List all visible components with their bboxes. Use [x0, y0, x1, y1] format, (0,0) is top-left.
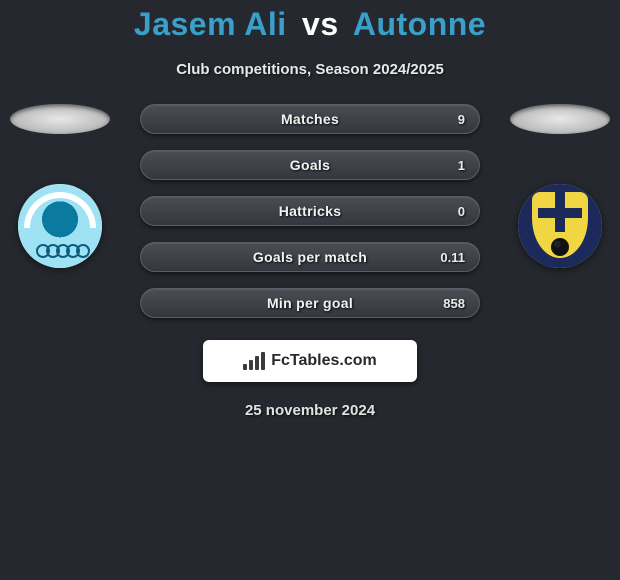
player1-column [0, 104, 120, 268]
stat-label: Matches [281, 111, 339, 127]
stat-right-value: 0.11 [440, 250, 465, 265]
vs-text: vs [302, 6, 339, 42]
player2-column [500, 104, 620, 268]
stat-row-goals: Goals 1 [140, 150, 480, 180]
stat-row-min-per-goal: Min per goal 858 [140, 288, 480, 318]
date-text: 25 november 2024 [0, 402, 620, 419]
stat-right-value: 858 [443, 296, 465, 311]
fctables-link[interactable]: FcTables.com [203, 340, 417, 382]
player1-avatar-placeholder [10, 104, 110, 134]
fctables-logo-icon [243, 352, 265, 370]
player1-name: Jasem Ali [134, 6, 287, 42]
stat-label: Goals per match [253, 249, 367, 265]
stat-right-value: 9 [458, 112, 465, 127]
player2-avatar-placeholder [510, 104, 610, 134]
stat-row-hattricks: Hattricks 0 [140, 196, 480, 226]
player2-name: Autonne [353, 6, 486, 42]
stat-bars: Matches 9 Goals 1 Hattricks 0 Goals per … [140, 104, 480, 318]
player2-club-badge [518, 184, 602, 268]
stat-right-value: 0 [458, 204, 465, 219]
stat-label: Hattricks [279, 203, 342, 219]
stat-right-value: 1 [458, 158, 465, 173]
subtitle: Club competitions, Season 2024/2025 [0, 61, 620, 78]
stat-label: Goals [290, 157, 330, 173]
player1-club-badge [18, 184, 102, 268]
page-title: Jasem Ali vs Autonne [0, 0, 620, 43]
fctables-label: FcTables.com [271, 352, 377, 370]
comparison-content: Matches 9 Goals 1 Hattricks 0 Goals per … [0, 104, 620, 419]
stat-label: Min per goal [267, 295, 353, 311]
stat-row-matches: Matches 9 [140, 104, 480, 134]
stat-row-goals-per-match: Goals per match 0.11 [140, 242, 480, 272]
